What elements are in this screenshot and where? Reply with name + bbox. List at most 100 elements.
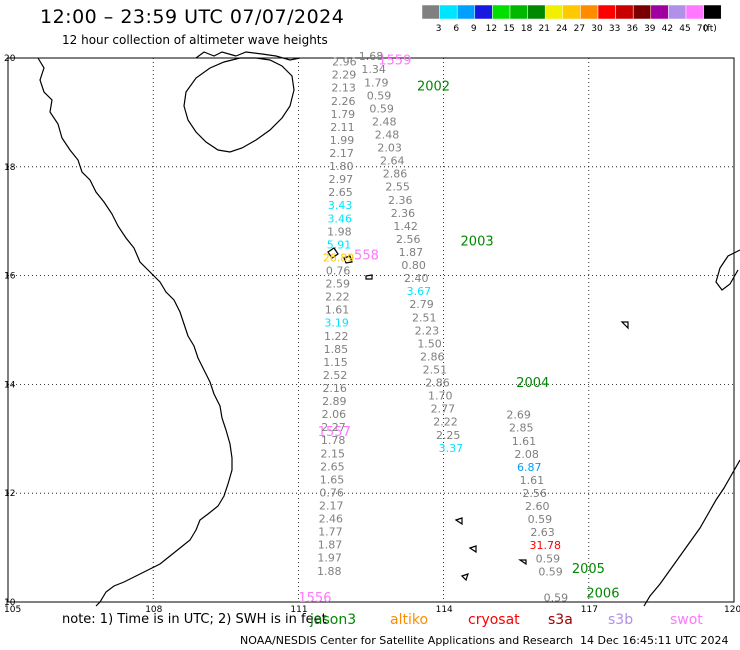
pass-label: 558 xyxy=(354,248,379,263)
wave-height-value: 0.76 xyxy=(326,265,351,278)
y-tick-label: 14 xyxy=(4,380,16,390)
color-bin-label: 33 xyxy=(609,24,620,34)
wave-height-value: 2.60 xyxy=(525,500,550,513)
longitude-tick-labels: 105 108 111 114 117 120 xyxy=(4,605,740,615)
wave-height-value: 0.76 xyxy=(319,486,344,499)
track-2: 1.681.341.790.590.592.482.482.032.642.86… xyxy=(359,50,463,455)
wave-height-value: 2.63 xyxy=(530,526,555,539)
color-bin xyxy=(492,5,511,20)
wave-height-value: 1.42 xyxy=(393,220,418,233)
pass-label: 2006 xyxy=(586,587,619,602)
satellite-legend-s3a: s3a xyxy=(548,612,573,628)
color-bin xyxy=(474,5,493,20)
footer-note: note: 1) Time is in UTC; 2) SWH is in fe… xyxy=(62,612,327,627)
color-bin xyxy=(650,5,669,20)
satellite-legend-s3b: s3b xyxy=(608,612,634,628)
wave-height-value: 3.37 xyxy=(439,442,464,455)
page-title: 12:00 – 23:59 UTC 07/07/2024 xyxy=(40,6,345,28)
wave-height-value: 3.19 xyxy=(324,317,349,330)
wave-height-value: 2.56 xyxy=(396,233,421,246)
wave-height-tracks: 2.962.292.132.261.792.111.992.171.802.97… xyxy=(317,50,568,604)
y-tick-label: 12 xyxy=(4,489,15,499)
credit-line: NOAA/NESDIS Center for Satellite Applica… xyxy=(240,634,574,647)
color-bin-label: 21 xyxy=(538,24,549,34)
wave-height-value: 2.22 xyxy=(325,291,350,304)
x-tick-label: 105 xyxy=(4,605,21,615)
satellite-legend-altiko: altiko xyxy=(390,612,429,628)
wave-height-value: 0.80 xyxy=(401,259,426,272)
spratly-islands xyxy=(454,321,629,582)
wave-height-value: 26.89 xyxy=(323,251,355,264)
south-china-coastline xyxy=(235,51,301,61)
wave-height-value: 2.51 xyxy=(412,311,437,324)
wave-height-value: 2.79 xyxy=(409,298,434,311)
wave-height-value: 2.06 xyxy=(322,408,347,421)
color-bin-label: 18 xyxy=(521,24,533,34)
wave-height-value: 1.80 xyxy=(329,160,354,173)
satellite-legend-jason3: jason3 xyxy=(310,612,357,628)
wave-height-value: 1.78 xyxy=(321,434,346,447)
x-tick-label: 120 xyxy=(724,605,740,615)
wave-height-value: 5.91 xyxy=(327,238,352,251)
wave-height-value: 2.25 xyxy=(436,429,461,442)
wave-height-value: 1.65 xyxy=(320,473,345,486)
color-bin xyxy=(422,5,440,20)
lat-lon-grid xyxy=(7,57,735,603)
color-bin xyxy=(439,5,458,20)
wave-height-value: 1.99 xyxy=(330,134,355,147)
wave-height-value: 1.15 xyxy=(323,356,348,369)
wave-height-value: 2.69 xyxy=(506,409,531,422)
color-bin xyxy=(703,5,722,20)
color-bin-label: 45 xyxy=(679,24,690,34)
wave-height-value: 1.61 xyxy=(512,435,537,448)
color-bin xyxy=(544,5,564,20)
wave-height-value: 1.98 xyxy=(327,225,352,238)
wave-height-value: 2.23 xyxy=(415,324,440,337)
wave-height-value: 2.85 xyxy=(509,422,534,435)
pass-label: 2002 xyxy=(417,80,450,95)
color-bin-label: 70 xyxy=(697,24,709,34)
x-tick-label: 111 xyxy=(290,605,307,615)
x-tick-label: 114 xyxy=(436,605,453,615)
wave-height-value: 3.67 xyxy=(407,285,432,298)
wave-height-value: 2.26 xyxy=(331,95,356,108)
wave-height-value: 1.61 xyxy=(520,474,545,487)
color-bin-label: 39 xyxy=(644,24,656,34)
wave-height-value: 0.59 xyxy=(528,513,553,526)
color-bin xyxy=(509,5,528,20)
generated-timestamp: 14 Dec 16:45:11 UTC 2024 xyxy=(580,634,729,647)
vietnam-coastline xyxy=(37,57,233,607)
wave-height-value: 2.48 xyxy=(372,115,397,128)
wave-height-value: 2.86 xyxy=(425,377,450,390)
wave-height-value: 2.17 xyxy=(329,147,354,160)
track-1: 2.962.292.132.261.792.111.992.171.802.97… xyxy=(317,56,357,578)
wave-height-value: 6.87 xyxy=(517,461,542,474)
color-bin-label: 27 xyxy=(574,24,585,34)
pass-label: 1556 xyxy=(298,591,331,606)
x-tick-label: 117 xyxy=(581,605,598,615)
color-bin-label: 9 xyxy=(471,24,477,34)
wave-height-value: 1.79 xyxy=(331,108,356,121)
pass-label: 1557 xyxy=(318,425,351,440)
wave-height-value: 31.78 xyxy=(529,539,561,552)
pass-label: 1559 xyxy=(378,54,411,69)
y-tick-label: 16 xyxy=(4,272,16,282)
wave-height-value: 2.17 xyxy=(319,500,344,513)
color-bin-label: 3 xyxy=(436,24,442,34)
wave-height-value: 2.55 xyxy=(385,181,410,194)
color-bin xyxy=(580,5,599,20)
wave-height-value: 1.97 xyxy=(317,552,342,565)
wave-height-value: 0.59 xyxy=(367,89,392,102)
color-bin xyxy=(527,5,546,20)
pass-label: 2003 xyxy=(461,235,494,250)
wave-height-value: 2.40 xyxy=(404,272,429,285)
wave-height-value: 2.46 xyxy=(319,513,344,526)
color-bin-label: 24 xyxy=(556,24,568,34)
wave-height-value: 2.48 xyxy=(375,129,400,142)
wave-height-value: 2.65 xyxy=(320,460,345,473)
wave-height-value: 1.87 xyxy=(399,246,424,259)
paracel-islands xyxy=(327,247,373,280)
color-bin-label: 36 xyxy=(626,24,638,34)
wave-height-value: 0.59 xyxy=(538,565,563,578)
